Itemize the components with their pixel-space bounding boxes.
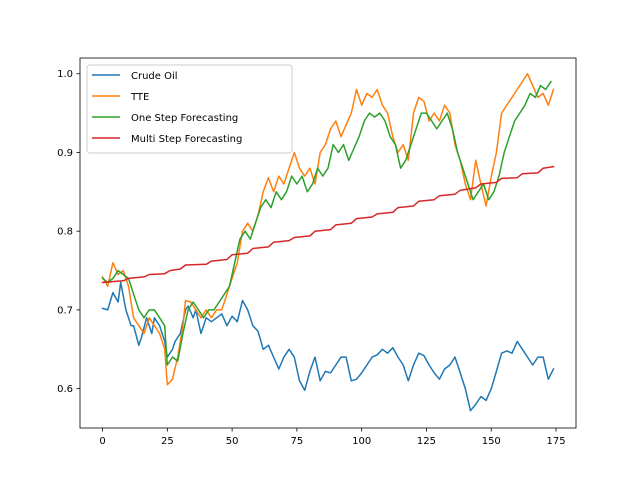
x-tick-label: 100 bbox=[352, 436, 371, 447]
y-tick-label: 0.8 bbox=[57, 227, 73, 238]
axes-layer bbox=[79, 57, 577, 429]
x-tick-label: 125 bbox=[417, 436, 436, 447]
y-tick-label: 0.6 bbox=[57, 384, 73, 395]
y-axis: 0.6 0.7 0.8 0.9 1.0 bbox=[57, 69, 80, 395]
x-tick-label: 75 bbox=[291, 436, 304, 447]
x-axis: 0 25 50 75 100 125 150 175 bbox=[99, 428, 566, 447]
y-tick-label: 0.9 bbox=[57, 148, 73, 159]
series-line-multi-step-forecasting bbox=[101, 165, 555, 284]
legend-label-one-step-forecasting: One Step Forecasting bbox=[131, 113, 238, 124]
x-tick-label: 25 bbox=[161, 436, 174, 447]
legend-label-multi-step-forecasting: Multi Step Forecasting bbox=[131, 134, 242, 145]
legend-box bbox=[86, 64, 293, 154]
x-tick-label: 175 bbox=[546, 436, 565, 447]
x-tick-label: 50 bbox=[226, 436, 239, 447]
x-tick-label: 150 bbox=[482, 436, 501, 447]
series-line-one-step-forecasting bbox=[101, 80, 552, 366]
y-tick-label: 0.7 bbox=[57, 305, 73, 316]
legend-label-crude-oil: Crude Oil bbox=[131, 71, 178, 82]
y-tick-label: 1.0 bbox=[57, 69, 73, 80]
legend: Crude Oil TTE One Step Forecasting Multi St… bbox=[86, 64, 293, 154]
series-line-crude-oil bbox=[101, 281, 555, 412]
axes-frame bbox=[79, 57, 577, 429]
legend-label-tte: TTE bbox=[130, 92, 149, 103]
series-layer bbox=[101, 72, 555, 412]
x-tick-label: 0 bbox=[99, 436, 105, 447]
series-line-tte bbox=[101, 72, 555, 386]
